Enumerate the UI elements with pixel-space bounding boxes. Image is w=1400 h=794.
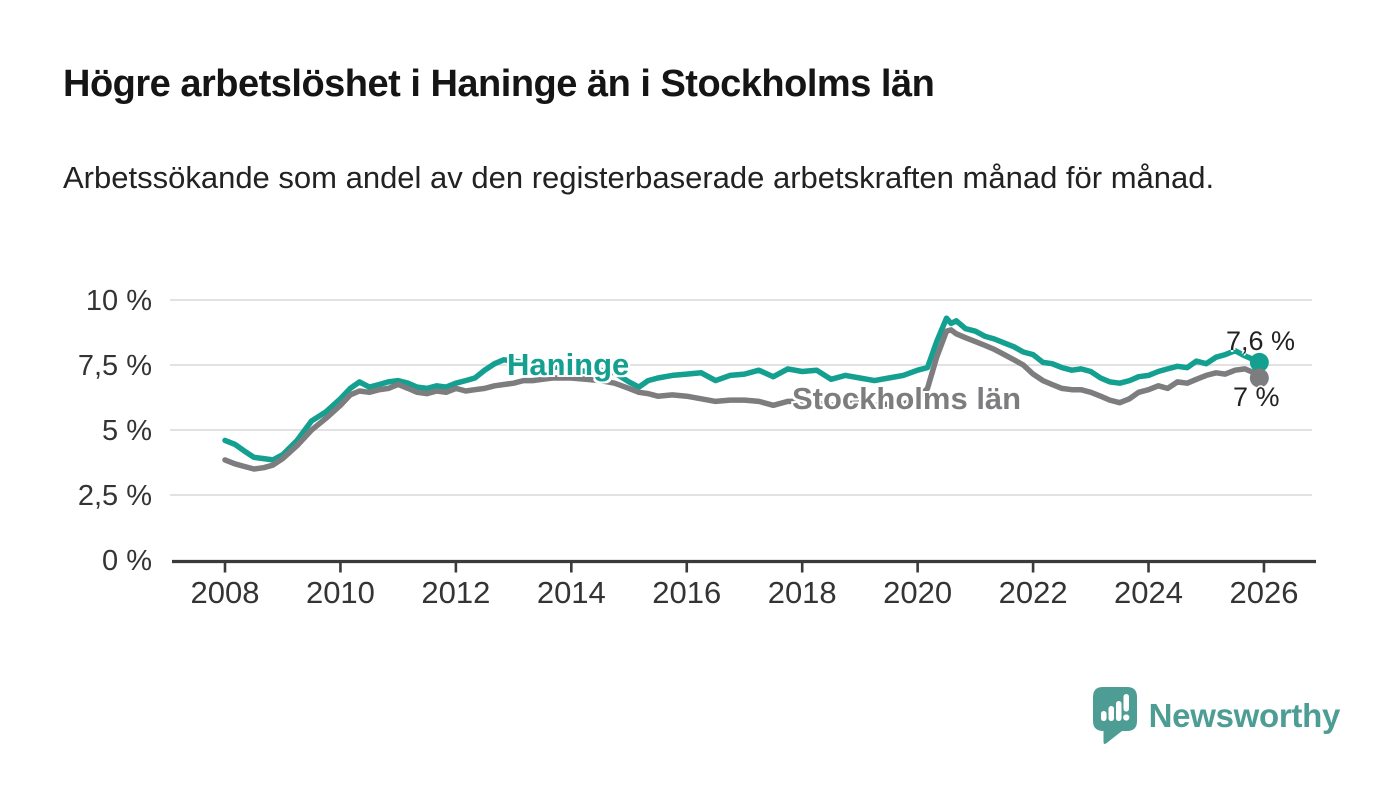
y-axis-tick-label: 0 % — [102, 545, 152, 577]
x-axis-tick-label: 2008 — [191, 575, 260, 610]
end-value-label-haninge: 7,6 % — [1226, 326, 1296, 356]
series-line-haninge — [222, 315, 1263, 463]
x-axis-tick-label: 2020 — [883, 575, 952, 610]
chart-title: Högre arbetslöshet i Haninge än i Stockh… — [63, 63, 935, 105]
x-axis-tick-label: 2018 — [768, 575, 837, 610]
end-point-dot-haninge — [1249, 352, 1269, 372]
series-label-haninge: Haninge — [507, 347, 630, 382]
y-axis-tick-label: 7,5 % — [78, 350, 152, 382]
x-axis-tick-label: 2010 — [306, 575, 375, 610]
series-line-stockholms-lan — [222, 327, 1263, 472]
newsworthy-branding: Newsworthy — [1092, 686, 1340, 746]
newsworthy-logo-text: Newsworthy — [1148, 697, 1341, 734]
x-axis-tick-label: 2024 — [1114, 575, 1183, 610]
y-axis-tick-label: 5 % — [102, 415, 152, 447]
x-axis-tick-label: 2016 — [652, 575, 721, 610]
end-value-label-stockholms-lan: 7 % — [1233, 382, 1280, 412]
chart-subtitle: Arbetssökande som andel av den registerb… — [63, 160, 1215, 195]
x-axis-tick-label: 2026 — [1229, 575, 1298, 610]
x-axis-tick-label: 2012 — [421, 575, 490, 610]
y-axis-tick-label: 10 % — [86, 285, 152, 317]
newsworthy-logo-icon — [1092, 687, 1137, 744]
end-point-dot-stockholms-lan — [1249, 368, 1269, 388]
y-axis-tick-label: 2,5 % — [78, 480, 152, 512]
series-label-stockholms-lan: Stockholms län — [792, 381, 1022, 416]
x-axis-tick-label: 2014 — [537, 575, 606, 610]
x-axis-tick-label: 2022 — [999, 575, 1068, 610]
